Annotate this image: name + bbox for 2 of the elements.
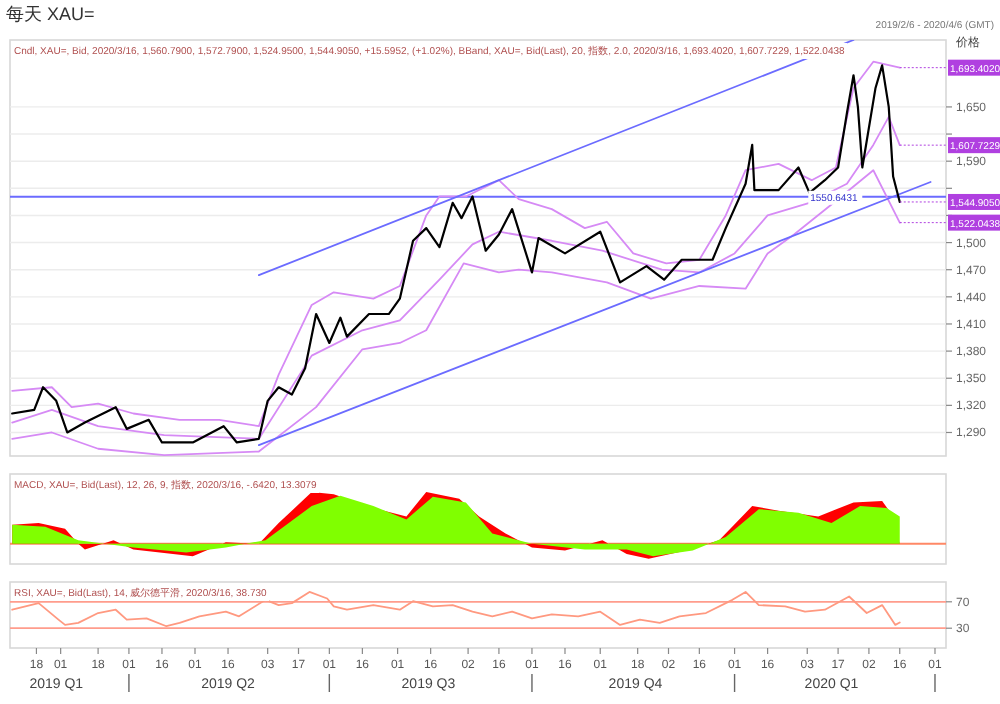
line-series (11, 169, 901, 456)
chart-title: 每天 XAU= (6, 4, 95, 24)
